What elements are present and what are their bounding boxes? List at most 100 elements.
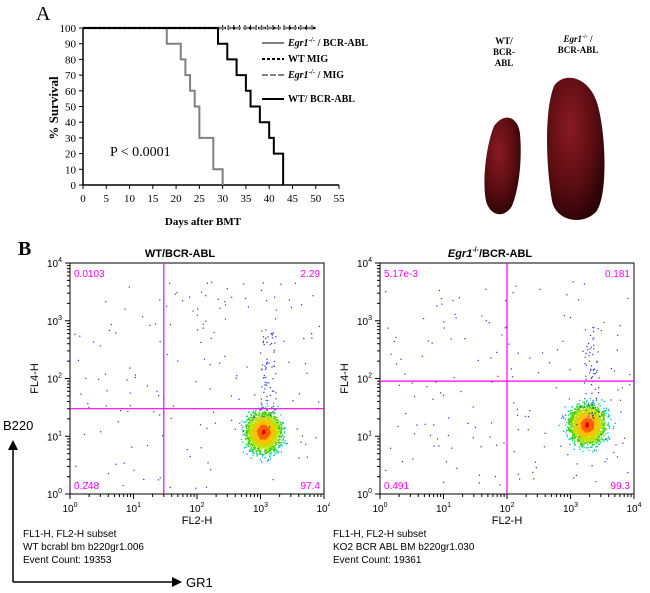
flow-event-dot — [303, 337, 305, 340]
flow-event-dot — [245, 425, 247, 427]
flow-event-dot — [265, 418, 267, 421]
flow-event-dot — [254, 429, 257, 431]
flow-event-dot — [257, 423, 259, 426]
flow-event-dot — [263, 424, 265, 426]
flow-event-dot — [266, 451, 268, 453]
flow-event-dot — [250, 450, 253, 452]
flow-event-dot — [273, 450, 275, 452]
flow-event-dot — [169, 324, 172, 326]
flow-event-dot — [262, 416, 265, 418]
flow-event-dot — [252, 439, 254, 442]
flow-event-dot — [282, 422, 285, 425]
flow-event-dot — [264, 453, 266, 455]
flow-event-dot — [264, 457, 266, 459]
flow-event-dot — [597, 412, 600, 415]
flow-event-dot — [596, 439, 599, 441]
flow-event-dot — [266, 382, 268, 384]
flow-event-dot — [271, 418, 273, 420]
flow-event-dot — [296, 428, 298, 430]
flow-event-dot — [275, 428, 277, 430]
flow-event-dot — [255, 410, 257, 412]
flow-event-dot — [570, 422, 573, 424]
flow-event-dot — [241, 420, 243, 422]
flow-event-dot — [587, 444, 589, 446]
flow-event-dot — [104, 373, 107, 375]
flow-event-dot — [269, 429, 271, 431]
flow-event-dot — [569, 422, 572, 424]
flow-event-dot — [258, 420, 260, 422]
flow-event-dot — [157, 479, 160, 481]
flow-event-dot — [265, 337, 267, 340]
survival-x-tick-label: 45 — [287, 193, 299, 205]
flow-event-dot — [249, 434, 252, 436]
flow-event-dot — [261, 427, 263, 430]
flow-plot-wt: WT/BCR-ABL 10010010110110210210310310410… — [23, 248, 330, 566]
flow-event-dot — [129, 392, 131, 394]
flow-event-dot — [606, 440, 609, 442]
flow-event-dot — [583, 438, 586, 441]
flow-event-dot — [100, 431, 102, 433]
flow-event-dot — [256, 447, 258, 450]
flow-event-dot — [586, 404, 588, 406]
flow-event-dot — [603, 440, 605, 443]
flow-event-dot — [246, 434, 249, 436]
flow-event-dot — [265, 444, 268, 446]
flow-event-dot — [261, 438, 263, 440]
flow-event-dot — [263, 377, 265, 379]
flow-event-dot — [268, 411, 271, 414]
quadrant-ur-value: 2.29 — [301, 269, 321, 280]
flow-event-dot — [580, 414, 583, 416]
flow-event-dot — [177, 360, 179, 362]
flow-event-dot — [269, 434, 271, 437]
flow-event-dot — [575, 431, 577, 433]
flow-event-dot — [577, 438, 579, 440]
flow-event-dot — [282, 437, 284, 439]
flow-event-dot — [245, 443, 247, 446]
flow-event-dot — [255, 450, 257, 452]
flow-event-dot — [570, 411, 572, 414]
flow-event-dot — [252, 429, 254, 432]
flow-event-dot — [271, 406, 273, 409]
flow-event-dot — [579, 415, 581, 418]
flow-event-dot — [277, 451, 280, 453]
flow-event-dot — [262, 417, 264, 419]
flow-event-dot — [588, 438, 590, 441]
flow-event-dot — [264, 431, 266, 433]
flow-plot-ko-title: Egr1-/-/BCR-ABL — [448, 247, 533, 260]
flow-event-dot — [273, 411, 275, 414]
flow-event-dot — [575, 428, 577, 430]
flow-event-dot — [585, 416, 587, 418]
flow-y-tick-label: 100 — [47, 488, 62, 501]
flow-event-dot — [603, 426, 605, 429]
flow-event-dot — [117, 421, 119, 423]
flow-event-dot — [255, 409, 257, 411]
flow-event-dot — [262, 282, 264, 284]
flow-event-dot — [264, 442, 266, 444]
flow-event-dot — [580, 444, 582, 447]
flow-event-dot — [273, 390, 275, 392]
flow-event-dot — [572, 430, 575, 432]
flow-event-dot — [579, 433, 581, 435]
flow-event-dot — [205, 320, 207, 322]
flow-event-dot — [245, 297, 247, 300]
flow-event-dot — [272, 431, 274, 433]
flow-event-dot — [602, 423, 605, 425]
flow-event-dot — [264, 384, 266, 386]
flow-event-dot — [250, 444, 252, 446]
flow-event-dot — [123, 462, 125, 464]
flow-event-dot — [567, 421, 570, 423]
flow-event-dot — [255, 416, 258, 419]
flow-event-dot — [271, 445, 273, 447]
flow-event-dot — [246, 432, 249, 434]
flow-event-dot — [262, 441, 265, 443]
flow-event-dot — [568, 426, 570, 429]
flow-event-dot — [264, 415, 266, 417]
flow-event-dot — [270, 454, 272, 456]
flow-event-dot — [143, 478, 145, 481]
flow-event-dot — [270, 415, 272, 417]
flow-event-dot — [256, 426, 258, 429]
flow-event-dot — [248, 422, 250, 424]
flow-event-dot — [251, 423, 253, 426]
flow-event-dot — [258, 437, 260, 439]
flow-event-dot — [106, 390, 108, 392]
